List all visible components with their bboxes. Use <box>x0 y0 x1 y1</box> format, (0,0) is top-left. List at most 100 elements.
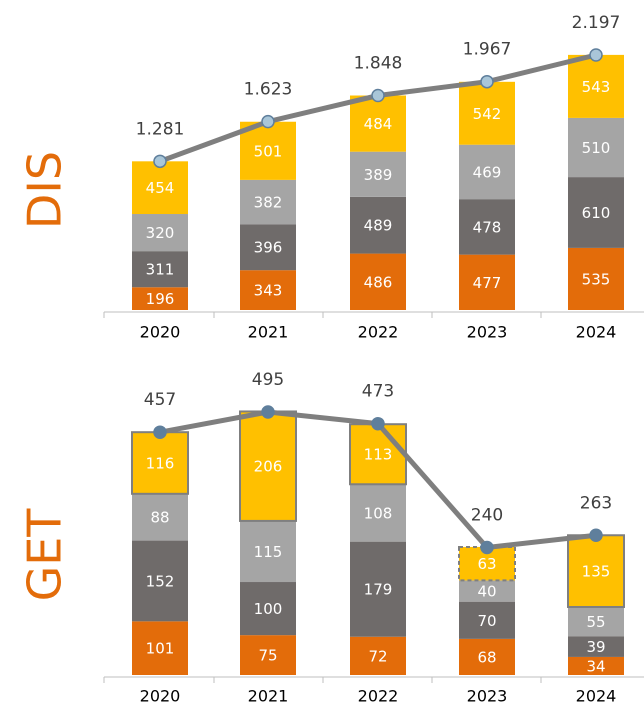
total-marker <box>589 48 603 62</box>
bar-segment <box>240 224 296 271</box>
value-label: 501 <box>254 142 283 160</box>
value-label: 40 <box>477 583 496 601</box>
value-label: 108 <box>364 504 393 522</box>
value-label: 469 <box>473 163 502 181</box>
bar-segment <box>459 199 515 255</box>
value-label: 34 <box>586 657 605 675</box>
value-label: 486 <box>364 273 393 291</box>
bar-segment <box>132 540 188 622</box>
bar-segment <box>132 287 188 310</box>
value-label: 68 <box>477 648 496 666</box>
bar-segment <box>239 410 297 522</box>
bar-segment <box>568 656 624 675</box>
bar-segment <box>459 254 515 310</box>
x-tick-label: 2021 <box>248 687 289 706</box>
y-axis-label: DIS <box>18 151 72 229</box>
value-label: 72 <box>368 647 387 665</box>
bar-segment <box>132 621 188 675</box>
bar-segment <box>568 636 624 657</box>
value-label: 152 <box>146 572 175 590</box>
bar-segment <box>240 179 296 225</box>
value-label: 39 <box>586 638 605 656</box>
value-label: 115 <box>254 543 283 561</box>
value-label: 610 <box>582 204 611 222</box>
x-tick-label: 2024 <box>576 323 617 342</box>
total-marker <box>153 425 167 439</box>
value-label: 116 <box>146 455 175 473</box>
value-label: 101 <box>146 640 175 658</box>
value-label: 542 <box>473 105 502 123</box>
value-label: 206 <box>254 458 283 476</box>
total-marker <box>261 405 275 419</box>
bar-segment <box>459 580 515 602</box>
value-label: 70 <box>477 612 496 630</box>
value-label: 454 <box>146 179 175 197</box>
value-label: 543 <box>582 78 611 96</box>
bar-segment <box>132 161 188 215</box>
bar-segment <box>350 151 406 197</box>
bar-segment <box>459 601 515 639</box>
value-label: 100 <box>254 600 283 618</box>
bar-segment <box>568 606 624 637</box>
total-label: 457 <box>144 390 176 410</box>
value-label: 179 <box>364 581 393 599</box>
total-marker <box>589 528 603 543</box>
total-label: 495 <box>252 370 284 390</box>
bar-segment <box>240 270 296 310</box>
x-tick-label: 2020 <box>140 323 181 342</box>
value-label: 489 <box>364 217 393 235</box>
total-label: 263 <box>580 493 612 513</box>
total-label: 1.848 <box>354 54 403 74</box>
x-tick-label: 2023 <box>467 687 508 706</box>
value-label: 343 <box>254 282 283 300</box>
value-label: 320 <box>146 224 175 242</box>
bar-segment <box>350 541 406 637</box>
bar-segment <box>568 54 624 118</box>
total-marker <box>153 154 167 169</box>
bar-segment <box>350 95 406 152</box>
value-label: 382 <box>254 194 283 212</box>
axis-lines <box>104 311 644 678</box>
value-label: 88 <box>150 509 169 527</box>
value-label: 63 <box>477 555 496 573</box>
bar-segment <box>568 177 624 248</box>
x-tick-label: 2023 <box>467 323 508 342</box>
value-label: 75 <box>258 647 277 665</box>
bar-segment <box>131 431 189 495</box>
value-label: 113 <box>364 446 393 464</box>
bar-segment <box>132 251 188 288</box>
value-label: 396 <box>254 239 283 257</box>
value-label: 510 <box>582 139 611 157</box>
total-label: 473 <box>362 382 394 402</box>
total-label: 1.281 <box>136 119 185 139</box>
bar-segment <box>240 520 296 583</box>
x-tick-label: 2022 <box>358 687 399 706</box>
x-tick-label: 2024 <box>576 687 617 706</box>
bar-segment <box>568 247 624 310</box>
bar-segment <box>567 534 625 608</box>
bar-segment <box>132 214 188 252</box>
bar-segment <box>240 635 296 675</box>
total-marker <box>480 540 494 555</box>
bar-segment <box>350 253 406 310</box>
value-label: 484 <box>364 115 393 133</box>
bar-segment <box>132 493 188 541</box>
bar-segment <box>350 196 406 254</box>
total-marker <box>371 416 385 431</box>
bar-segment <box>350 484 406 542</box>
value-label: 196 <box>146 290 175 308</box>
bar-segment <box>240 121 296 180</box>
total-label: 1.967 <box>463 40 512 60</box>
total-label: 2.197 <box>572 13 621 33</box>
x-tick-label: 2020 <box>140 687 181 706</box>
bar-segment <box>459 81 515 145</box>
total-label: 240 <box>471 505 503 525</box>
value-label: 535 <box>582 270 611 288</box>
x-tick-label: 2022 <box>358 323 399 342</box>
bar-segment <box>459 144 515 200</box>
value-label: 311 <box>146 261 175 279</box>
value-label: 477 <box>473 274 502 292</box>
value-label: 55 <box>586 613 605 631</box>
total-marker <box>261 114 275 129</box>
